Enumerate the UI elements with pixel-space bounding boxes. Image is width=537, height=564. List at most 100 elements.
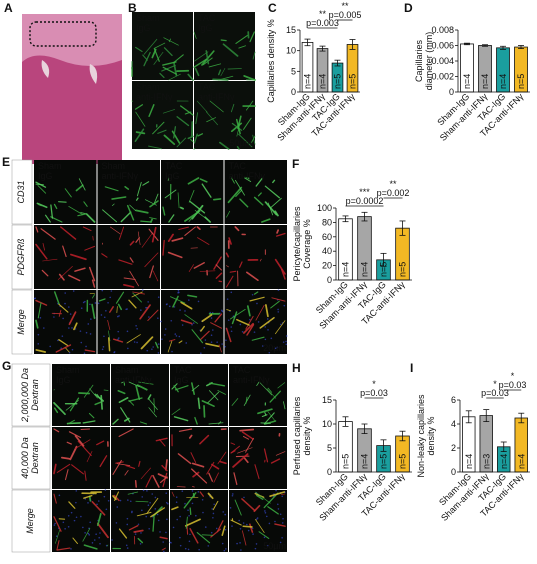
nucleus	[54, 522, 56, 525]
vessel	[204, 216, 212, 223]
vessel	[96, 522, 109, 539]
nucleus	[103, 335, 105, 338]
vessel	[132, 292, 142, 303]
nucleus	[175, 496, 178, 499]
vessel	[50, 204, 54, 219]
nucleus	[178, 291, 180, 294]
vessel	[242, 435, 250, 440]
row-label-box	[11, 159, 33, 225]
nucleus	[168, 305, 171, 308]
vessel	[179, 206, 185, 210]
vessel	[171, 506, 179, 511]
nucleus	[60, 347, 62, 350]
nucleus	[221, 309, 223, 312]
scale-bar-label: 50µm	[263, 541, 286, 551]
vessel	[35, 319, 39, 329]
nucleus	[49, 345, 51, 348]
nucleus	[230, 291, 233, 294]
nucleus	[101, 348, 104, 351]
nucleus	[279, 541, 282, 544]
nucleus	[255, 518, 258, 520]
vessel	[252, 51, 256, 60]
nucleus	[70, 548, 72, 550]
nucleus	[98, 536, 101, 539]
nucleus	[212, 516, 214, 519]
nucleus	[268, 351, 271, 354]
nucleus	[239, 527, 242, 530]
n-label: n=4	[303, 74, 313, 89]
vessel	[257, 408, 273, 415]
nucleus	[279, 513, 282, 516]
vessel	[135, 237, 140, 243]
row-label-text: Merge	[25, 508, 35, 534]
nucleus	[84, 531, 86, 534]
nucleus	[71, 327, 73, 329]
nucleus	[97, 302, 100, 305]
vessel	[208, 472, 213, 482]
vessel	[109, 226, 121, 235]
vessel	[226, 309, 232, 312]
vessel	[162, 239, 165, 256]
row-label: CD31	[16, 180, 26, 203]
vessel	[151, 226, 157, 243]
vessel	[133, 529, 144, 533]
nucleus	[141, 496, 144, 498]
nucleus	[210, 334, 213, 336]
nucleus	[119, 499, 122, 502]
y-axis-label: Capillaries density %	[266, 19, 276, 103]
vessel	[117, 303, 123, 311]
nucleus	[268, 522, 271, 525]
vessel	[91, 294, 95, 299]
nucleus	[187, 509, 189, 512]
vessel	[199, 491, 205, 497]
nucleus	[85, 345, 87, 348]
vessel	[173, 385, 179, 393]
vessel	[58, 265, 73, 280]
y-tick-label: 100	[317, 203, 332, 213]
nucleus	[103, 316, 106, 319]
label: Sham	[115, 365, 139, 375]
vessel	[37, 302, 42, 319]
vessel	[106, 544, 109, 547]
vessel	[151, 48, 157, 59]
nucleus	[179, 544, 182, 547]
nucleus	[157, 352, 160, 354]
nucleus	[142, 489, 145, 492]
nucleus	[105, 508, 108, 511]
vessel	[83, 384, 94, 398]
nucleus	[157, 317, 159, 319]
micrograph	[132, 12, 193, 80]
vessel	[187, 73, 194, 81]
label: anti-IFNγ	[102, 171, 139, 181]
vessel	[271, 297, 286, 302]
nucleus	[126, 547, 129, 549]
nucleus	[203, 347, 206, 349]
vessel	[44, 214, 51, 223]
vessel	[60, 226, 77, 240]
nucleus	[148, 316, 150, 318]
nucleus	[230, 330, 233, 333]
nucleus	[209, 311, 212, 314]
y-axis-label: density %	[426, 416, 436, 455]
vessel	[56, 547, 71, 551]
vessel	[84, 349, 96, 353]
nucleus	[285, 343, 288, 346]
nucleus	[254, 547, 257, 550]
vessel	[188, 264, 194, 272]
nucleus	[257, 321, 260, 323]
label: IgG	[165, 171, 180, 181]
vessel	[120, 211, 132, 223]
vessel	[241, 530, 247, 546]
micrograph	[170, 490, 228, 552]
vessel	[170, 296, 186, 304]
nucleus	[266, 318, 269, 320]
nucleus	[71, 348, 74, 351]
vessel	[58, 273, 65, 281]
nucleus	[264, 338, 267, 341]
vessel	[142, 181, 150, 186]
vessel	[176, 116, 190, 127]
nucleus	[223, 549, 226, 552]
vessel	[189, 200, 206, 214]
nucleus	[85, 331, 88, 334]
vessel	[116, 463, 131, 466]
